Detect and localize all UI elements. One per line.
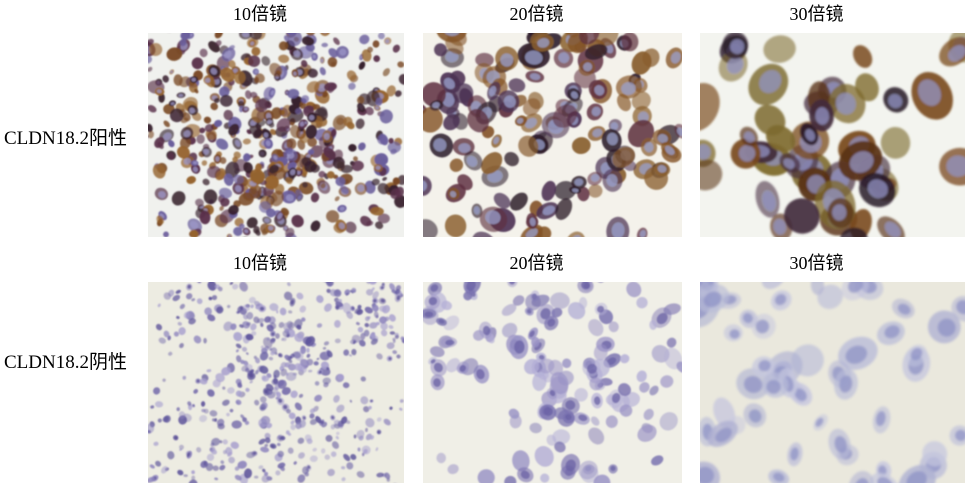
column-header-negative-30x: 30倍镜 [789,253,844,273]
row-label-cldn182-positive: CLDN18.2阳性 [4,128,127,149]
column-header-positive-20x: 20倍镜 [509,4,564,24]
column-header-negative-10x: 10倍镜 [233,253,287,273]
micrograph-negative-20x [423,282,682,483]
column-header-positive-30x: 30倍镜 [789,4,844,24]
micrograph-negative-30x [700,282,965,483]
micrograph-positive-10x [148,33,404,237]
micrograph-positive-30x [700,33,965,237]
micrograph-positive-20x [423,33,682,237]
column-header-positive-10x: 10倍镜 [233,4,287,24]
micrograph-negative-10x [148,282,404,483]
column-header-negative-20x: 20倍镜 [509,253,564,273]
row-label-cldn182-negative: CLDN18.2阴性 [4,352,127,373]
